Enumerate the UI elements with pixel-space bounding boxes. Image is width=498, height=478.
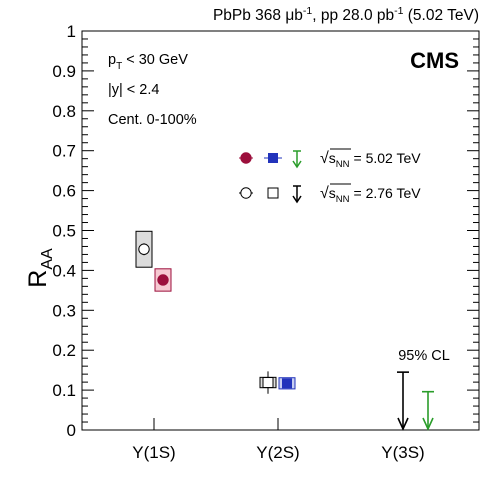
y-tick-label: 0.2 [52,341,76,360]
y-tick-label: 0.1 [52,381,76,400]
limit-head [422,417,434,431]
legend: √sNN = 5.02 TeV √sNN = 2.76 TeV [239,148,421,205]
x-category-label: Υ(3S) [381,443,424,462]
limit-head [397,417,409,431]
lumi-header: PbPb 368 μb-1, pp 28.0 pb-1 (5.02 TeV) [213,5,479,24]
y-tick-label: 0 [67,421,76,440]
upper-limit-276tev [397,371,409,431]
y-tick-label: 0.3 [52,301,76,320]
legend-label-276tev: √sNN = 2.76 TeV [320,185,421,205]
y-axis-label: RAA [24,248,56,288]
cl-label: 95% CL [398,348,450,364]
data-marks [135,230,434,431]
point-276tev-Υ(2S) [259,371,277,394]
legend-marker-3s-limit-open [292,185,302,204]
legend-entry-276tev: √sNN = 2.76 TeV [239,183,421,205]
x-category-label: Υ(2S) [256,443,299,462]
x-axis-categories: Υ(1S) Υ(2S) Υ(3S) [132,418,425,462]
y-tick-label: 0.6 [52,182,76,201]
y-tick-label: 1 [67,22,76,41]
legend-entry-5tev: √sNN = 5.02 TeV [239,148,421,170]
legend-label-5tev: √sNN = 5.02 TeV [320,150,421,170]
legend-marker-2s-open [267,187,279,199]
y-tick-label: 0.5 [52,222,76,241]
legend-marker-3s-limit [292,150,302,169]
upper-limit-502tev [422,390,434,431]
x-category-label: Υ(1S) [132,443,175,462]
point-502tev-Υ(1S) [154,268,172,292]
y-tick-label: 0.8 [52,102,76,121]
point-276tev-Υ(1S) [135,230,153,268]
centrality-selection: Cent. 0-100% [108,112,197,128]
marker-502tev [157,274,169,286]
y-tick-label: 0.4 [52,261,76,280]
pt-selection: pT < 30 GeV [108,52,188,72]
legend-marker-1s-open [240,187,252,199]
y-tick-label: 0.9 [52,62,76,81]
cms-label: CMS [410,48,459,73]
point-502tev-Υ(2S) [278,377,296,390]
y-tick-label: 0.7 [52,142,76,161]
marker-502tev [282,378,292,389]
y-axis-ticks: 0 0.1 0.2 0.3 0.4 0.5 0.6 0.7 0.8 0.9 1 [52,22,479,440]
marker-276tev [138,243,150,255]
marker-276tev [262,377,274,389]
rapidity-selection: |y| < 2.4 [108,82,159,98]
